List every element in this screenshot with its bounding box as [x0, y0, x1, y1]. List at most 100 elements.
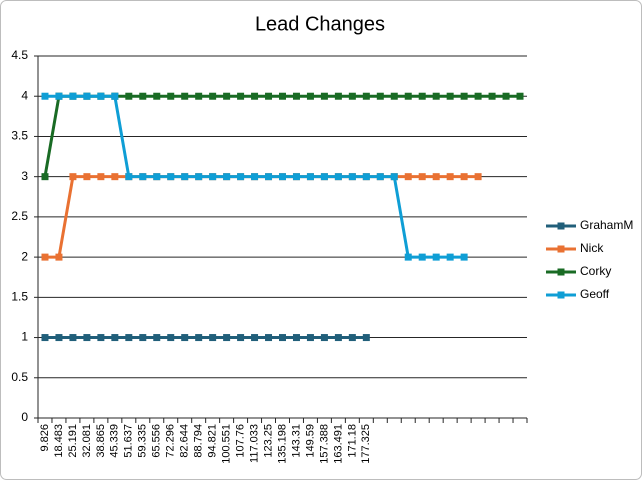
- data-point: [348, 173, 356, 181]
- legend-marker: [557, 245, 565, 253]
- data-point: [446, 173, 454, 181]
- data-point: [390, 92, 398, 100]
- data-point: [306, 92, 314, 100]
- x-tick-label: 149.59: [304, 424, 316, 458]
- data-point: [41, 92, 49, 100]
- data-point: [404, 173, 412, 181]
- data-point: [153, 92, 161, 100]
- data-point: [167, 92, 175, 100]
- data-point: [195, 173, 203, 181]
- data-point: [292, 334, 300, 342]
- data-point: [209, 92, 217, 100]
- data-point: [181, 92, 189, 100]
- y-tick-label: 4.5: [11, 48, 28, 62]
- data-point: [111, 173, 119, 181]
- data-point: [446, 92, 454, 100]
- data-point: [195, 334, 203, 342]
- data-point: [237, 334, 245, 342]
- x-tick-label: 163.491: [332, 424, 344, 464]
- data-point: [153, 334, 161, 342]
- y-tick-label: 0.5: [11, 370, 28, 384]
- data-point: [418, 173, 426, 181]
- legend-marker: [557, 222, 565, 230]
- data-point: [223, 173, 231, 181]
- data-point: [83, 173, 91, 181]
- data-point: [432, 173, 440, 181]
- data-point: [362, 92, 370, 100]
- legend-label: Nick: [580, 241, 604, 255]
- x-tick-label: 38.865: [95, 424, 107, 458]
- data-point: [279, 92, 286, 100]
- data-point: [265, 173, 273, 181]
- data-point: [83, 92, 91, 100]
- data-point: [251, 334, 259, 342]
- data-point: [348, 334, 356, 342]
- data-point: [265, 334, 273, 342]
- legend-label: GrahamM: [580, 218, 633, 232]
- x-tick-label: 25.191: [67, 424, 79, 458]
- y-tick-label: 3.5: [11, 129, 28, 143]
- data-point: [55, 334, 63, 342]
- data-point: [69, 334, 77, 342]
- y-tick-label: 0: [21, 410, 28, 424]
- data-point: [97, 173, 105, 181]
- data-point: [195, 92, 203, 100]
- data-point: [418, 92, 426, 100]
- data-point: [139, 173, 147, 181]
- data-point: [460, 253, 468, 261]
- data-point: [474, 92, 482, 100]
- data-point: [97, 334, 105, 342]
- data-point: [404, 92, 412, 100]
- data-point: [320, 334, 328, 342]
- x-tick-label: 117.033: [248, 424, 260, 463]
- data-point: [111, 92, 119, 100]
- data-point: [111, 334, 119, 342]
- data-point: [292, 173, 300, 181]
- data-point: [418, 253, 426, 261]
- data-point: [41, 173, 49, 181]
- x-tick-label: 65.556: [151, 424, 163, 458]
- data-point: [153, 173, 161, 181]
- x-tick-label: 143.31: [290, 424, 302, 458]
- data-point: [502, 92, 510, 100]
- data-point: [320, 173, 328, 181]
- data-point: [237, 173, 245, 181]
- legend-label: Corky: [580, 264, 611, 278]
- data-point: [404, 253, 412, 261]
- x-tick-label: 94.821: [207, 424, 219, 458]
- data-point: [125, 173, 133, 181]
- data-point: [432, 92, 440, 100]
- x-tick-label: 100.551: [221, 424, 233, 464]
- data-point: [139, 334, 147, 342]
- data-point: [125, 334, 133, 342]
- data-point: [362, 334, 370, 342]
- x-tick-label: 82.644: [179, 424, 191, 458]
- data-point: [265, 92, 273, 100]
- x-tick-label: 72.296: [165, 424, 177, 458]
- data-point: [376, 173, 384, 181]
- legend-marker: [557, 291, 565, 299]
- data-point: [516, 92, 524, 100]
- data-point: [460, 92, 468, 100]
- data-point: [362, 173, 370, 181]
- legend-label: Geoff: [580, 287, 610, 301]
- data-point: [223, 92, 231, 100]
- data-point: [209, 173, 217, 181]
- x-tick-label: 123.25: [262, 424, 274, 458]
- data-point: [334, 173, 342, 181]
- data-point: [390, 173, 398, 181]
- data-point: [488, 92, 496, 100]
- x-tick-label: 9.826: [39, 424, 51, 452]
- x-tick-label: 59.335: [137, 424, 149, 458]
- data-point: [55, 253, 63, 261]
- data-point: [55, 92, 63, 100]
- data-point: [223, 334, 231, 342]
- data-point: [334, 92, 342, 100]
- x-tick-label: 171.18: [346, 424, 358, 458]
- x-tick-label: 45.339: [109, 424, 121, 458]
- data-point: [251, 173, 259, 181]
- data-point: [279, 334, 286, 342]
- data-point: [167, 173, 175, 181]
- x-tick-label: 177.325: [360, 424, 372, 464]
